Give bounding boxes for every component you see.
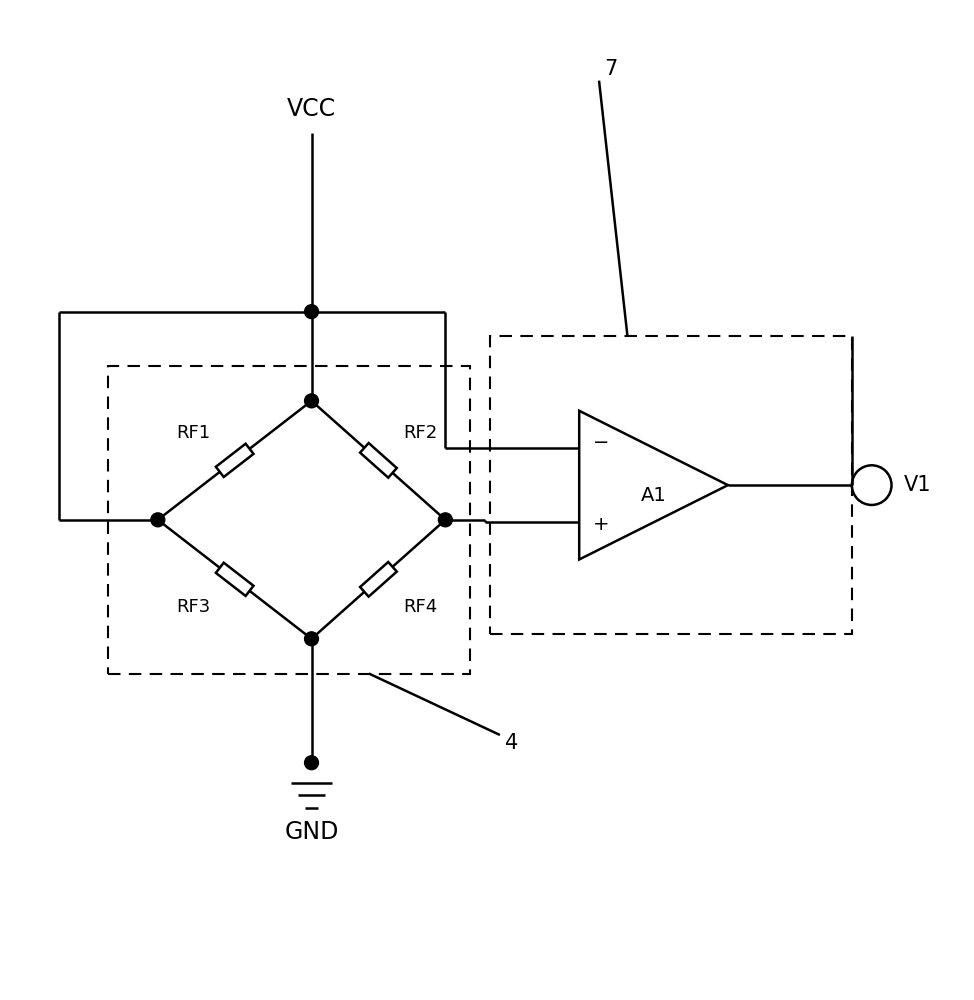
Text: 7: 7	[604, 59, 618, 79]
Circle shape	[305, 632, 318, 646]
Text: GND: GND	[284, 820, 339, 844]
Text: RF1: RF1	[176, 424, 210, 442]
Text: A1: A1	[641, 486, 666, 505]
Text: RF2: RF2	[403, 424, 437, 442]
Polygon shape	[216, 444, 253, 477]
Text: RF4: RF4	[403, 598, 437, 616]
Circle shape	[305, 394, 318, 408]
Circle shape	[438, 513, 452, 527]
Polygon shape	[360, 562, 396, 597]
Circle shape	[305, 305, 318, 319]
Bar	[490, 336, 852, 634]
Text: VCC: VCC	[287, 97, 336, 121]
Text: −: −	[593, 433, 609, 452]
Text: RF3: RF3	[176, 598, 210, 616]
Bar	[108, 366, 470, 674]
Text: +: +	[593, 515, 610, 534]
Circle shape	[305, 756, 318, 770]
Text: V1: V1	[904, 475, 931, 495]
Circle shape	[151, 513, 165, 527]
Text: 4: 4	[505, 733, 518, 753]
Polygon shape	[216, 563, 253, 596]
Polygon shape	[360, 443, 396, 478]
